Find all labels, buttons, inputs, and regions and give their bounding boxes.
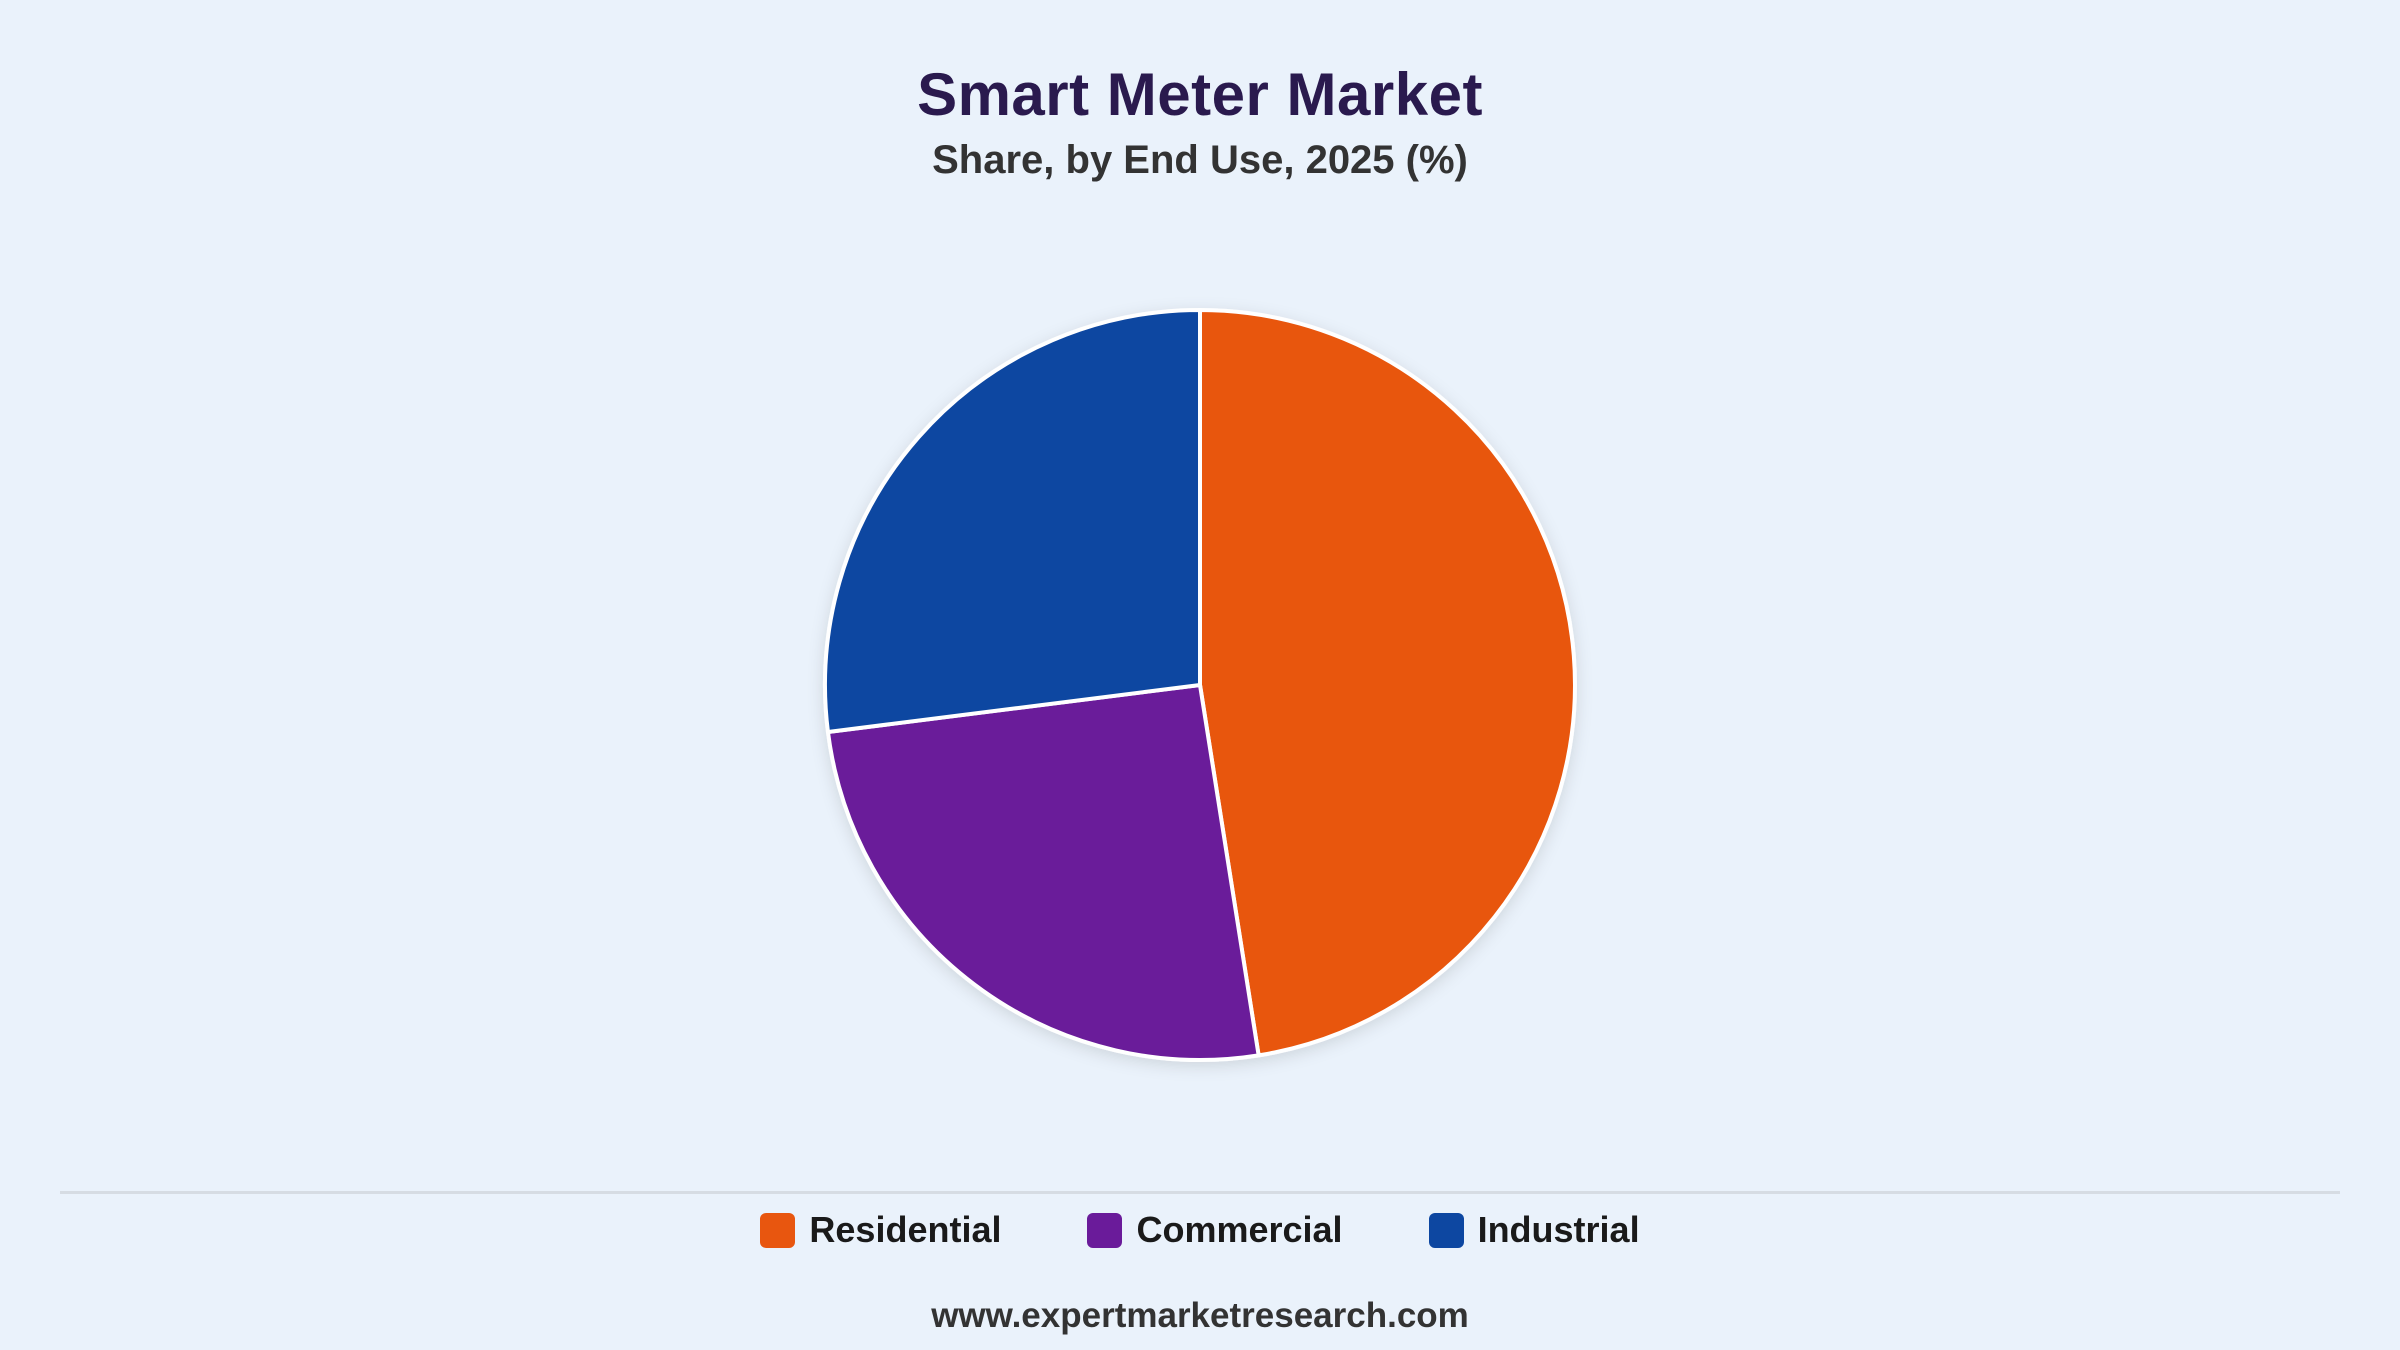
legend-item-commercial: Commercial bbox=[1087, 1209, 1343, 1251]
legend-swatch-industrial bbox=[1428, 1212, 1464, 1248]
pie-slice-commercial bbox=[825, 683, 1261, 1062]
legend-label-residential: Residential bbox=[809, 1209, 1002, 1250]
legend-item-industrial: Industrial bbox=[1428, 1209, 1640, 1251]
legend-swatch-commercial bbox=[1087, 1212, 1123, 1248]
source-url: www.expertmarketresearch.com bbox=[931, 1296, 1469, 1335]
pie-slice-residential bbox=[1198, 308, 1577, 1058]
chart-subtitle: Share, by End Use, 2025 (%) bbox=[932, 138, 1468, 182]
legend-label-industrial: Industrial bbox=[1477, 1209, 1640, 1250]
pie-slice-industrial bbox=[823, 308, 1202, 734]
legend-divider bbox=[60, 1191, 2340, 1194]
legend-swatch-residential bbox=[760, 1212, 796, 1248]
chart-title: Smart Meter Market bbox=[917, 61, 1483, 128]
legend-item-residential: Residential bbox=[760, 1209, 1001, 1251]
legend-label-commercial: Commercial bbox=[1136, 1209, 1343, 1250]
legend: Residential Commercial Industrial bbox=[0, 1206, 2400, 1254]
